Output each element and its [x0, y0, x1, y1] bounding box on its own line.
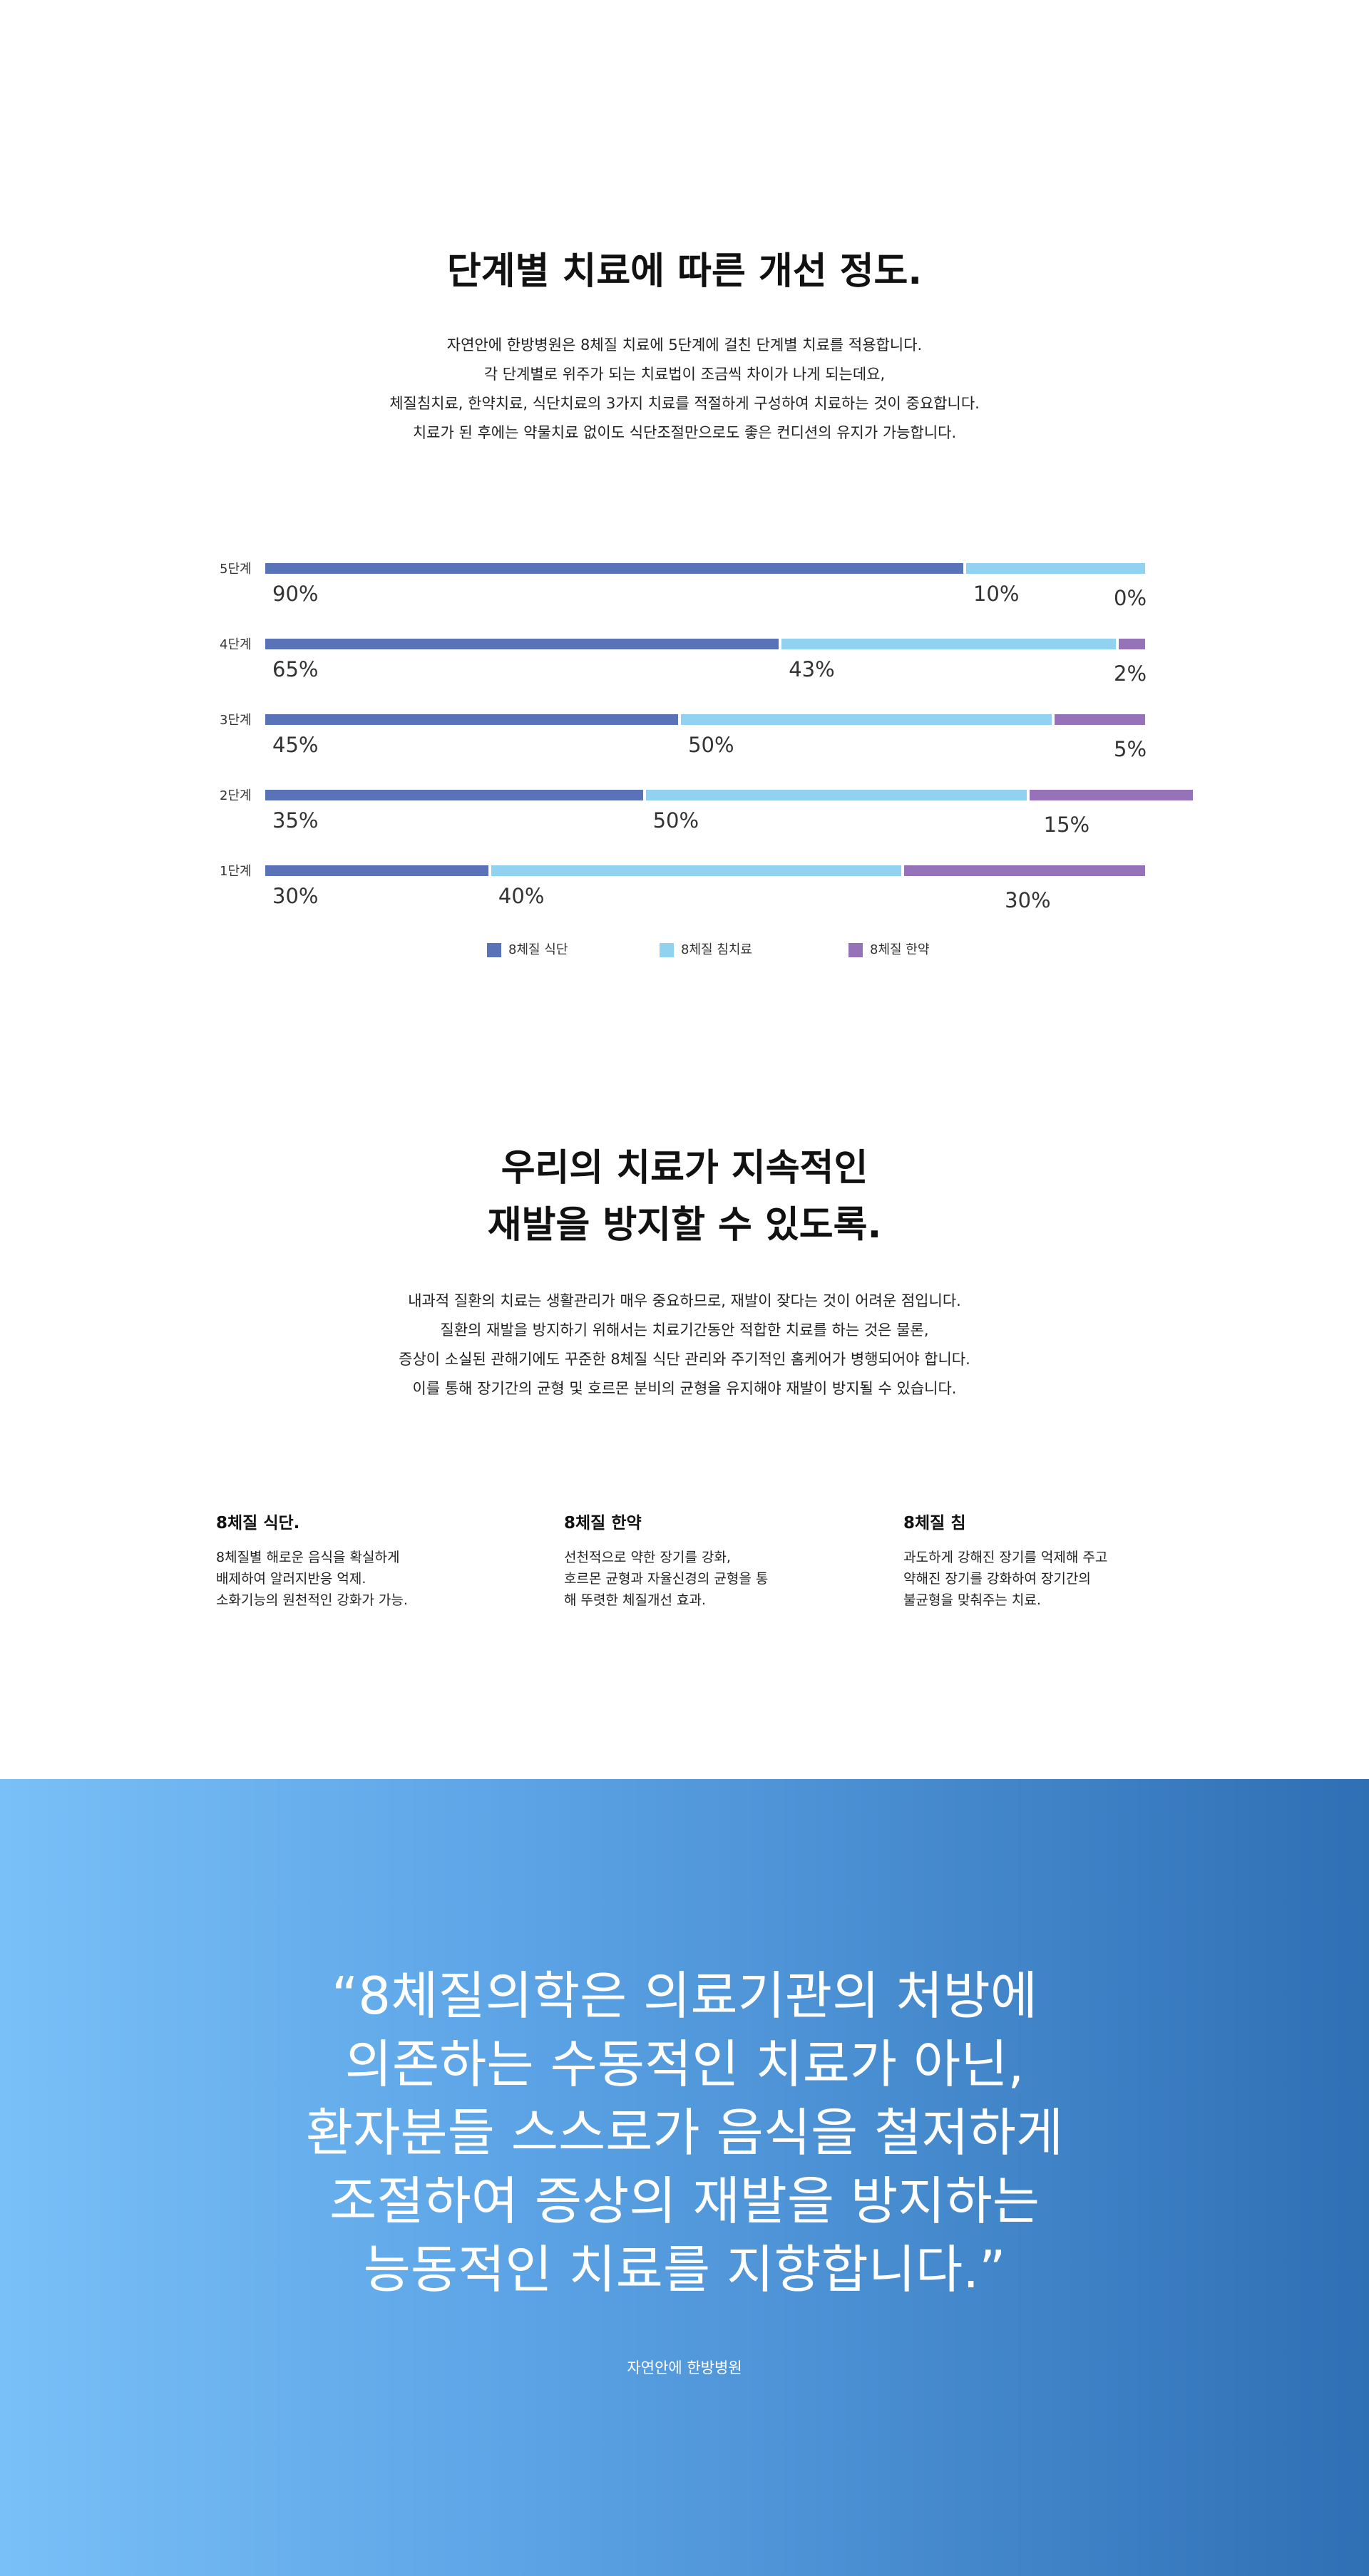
feature-diet: 8체질 식단. 8체질별 해로운 음식을 확실하게 배제하여 알러지반응 억제.… — [216, 1511, 487, 1611]
bar-segment — [1119, 639, 1145, 649]
quote-line: 조절하여 증상의 재발을 방지하는 — [329, 2171, 1040, 2231]
bar-segment — [265, 865, 488, 876]
feature-line: 8체질별 해로운 음식을 확실하게 — [216, 1550, 400, 1565]
bar-segment — [491, 865, 902, 876]
quote-line: 환자분들 스스로가 음식을 철저하게 — [305, 2103, 1064, 2163]
feature-line: 해 뚜렷한 체질개선 효과. — [564, 1592, 706, 1608]
feature-line: 배제하여 알러지반응 억제. — [216, 1571, 366, 1587]
legend-swatch-acupuncture — [660, 943, 674, 957]
feature-title: 8체질 식단. — [216, 1514, 300, 1532]
bar-segment — [965, 563, 1145, 574]
stacked-bar-chart: 5단계 90% 10% 0% 4단계 65% 43% 2% 3단계 45% 50% 5% 2단계 35% 5… — [214, 549, 1193, 977]
legend-label-acupuncture: 8체질 침치료 — [681, 942, 752, 957]
quote-line: “8체질의학은 의료기관의 처방에 — [331, 1966, 1037, 2026]
feature-line: 불균형을 맞춰주는 치료. — [903, 1592, 1041, 1608]
stage-label: 3단계 — [220, 713, 252, 728]
section-intro-paragraph: 자연안에 한방병원은 8체질 치료에 5단계에 걸친 단계별 치료를 적용합니다… — [0, 331, 1369, 448]
section-relapse-paragraph: 내과적 질환의 치료는 생활관리가 매우 중요하므로, 재발이 잦다는 것이 어… — [0, 1287, 1369, 1403]
feature-line: 선천적으로 약한 장기를 강화, — [564, 1550, 731, 1565]
value-label: 90% — [272, 582, 319, 606]
intro-line: 치료가 된 후에는 약물치료 없이도 식단조절만으로도 좋은 컨디션의 유지가 … — [412, 424, 957, 441]
bar-segment — [904, 865, 1145, 876]
feature-title: 8체질 한약 — [564, 1514, 642, 1532]
value-label: 50% — [688, 733, 734, 757]
bar-segment — [781, 639, 1117, 649]
bar-segment — [1030, 790, 1193, 800]
quote-line: 능동적인 치료를 지향합니다.” — [363, 2240, 1006, 2299]
legend-swatch-herbal — [848, 943, 863, 957]
intro-line: 각 단계별로 위주가 되는 치료법이 조금씩 차이가 나게 되는데요, — [483, 366, 886, 383]
intro-line: 체질침치료, 한약치료, 식단치료의 3가지 치료를 적절하게 구성하여 치료하… — [389, 395, 980, 412]
value-label: 15% — [1043, 813, 1090, 837]
feature-herbal: 8체질 한약 선천적으로 약한 장기를 강화, 호르몬 균형과 자율신경의 균형… — [564, 1511, 835, 1611]
stage-label: 2단계 — [220, 788, 252, 803]
quote-line: 의존하는 수동적인 치료가 아닌, — [344, 2034, 1025, 2094]
stage-label: 5단계 — [220, 562, 252, 577]
feature-acupuncture: 8체질 침 과도하게 강해진 장기를 억제해 주고 약해진 장기를 강화하여 장… — [903, 1511, 1174, 1611]
relapse-line: 증상이 소실된 관해기에도 꾸준한 8체질 식단 관리와 주기적인 홈케어가 병… — [399, 1351, 970, 1368]
relapse-line: 내과적 질환의 치료는 생활관리가 매우 중요하므로, 재발이 잦다는 것이 어… — [408, 1292, 961, 1309]
feature-line: 호르몬 균형과 자율신경의 균형을 통 — [564, 1571, 769, 1587]
bar-segment — [265, 790, 643, 800]
bar-segment — [265, 714, 679, 725]
relapse-line: 이를 통해 장기간의 균형 및 호르몬 분비의 균형을 유지해야 재발이 방지될… — [412, 1380, 957, 1397]
section-title-treatment-stages: 단계별 치료에 따른 개선 정도. — [446, 250, 923, 293]
feature-line: 과도하게 강해진 장기를 억제해 주고 — [903, 1550, 1108, 1565]
bar-segment — [1054, 714, 1145, 725]
bar-segment — [265, 639, 779, 649]
value-label: 30% — [272, 884, 319, 908]
legend-swatch-diet — [487, 943, 501, 957]
value-label: 45% — [272, 733, 319, 757]
legend-label-herbal: 8체질 한약 — [870, 942, 930, 957]
value-label: 35% — [272, 808, 319, 833]
value-label: 50% — [652, 808, 699, 833]
bar-segment — [645, 790, 1027, 800]
chart-legend: 8체질 식단 8체질 침치료 8체질 한약 — [0, 941, 1369, 962]
value-label: 30% — [1005, 888, 1051, 912]
intro-line: 자연안에 한방병원은 8체질 치료에 5단계에 걸친 단계별 치료를 적용합니다… — [446, 336, 923, 354]
section-title-line: 우리의 치료가 지속적인 — [501, 1147, 868, 1190]
value-label: 65% — [272, 657, 319, 681]
feature-line: 약해진 장기를 강화하여 장기간의 — [903, 1571, 1091, 1587]
value-label: 0% — [1114, 586, 1147, 610]
bar-segment — [681, 714, 1052, 725]
stage-label: 4단계 — [220, 637, 252, 652]
legend-label-diet: 8체질 식단 — [508, 942, 568, 957]
section-title-line: 재발을 방지할 수 있도록. — [487, 1204, 882, 1247]
stage-label: 1단계 — [220, 864, 252, 879]
quote-source: 자연안에 한방병원 — [627, 2359, 742, 2376]
quote-banner: “8체질의학은 의료기관의 처방에 의존하는 수동적인 치료가 아닌, 환자분들… — [0, 1779, 1369, 2576]
feature-line: 소화기능의 원천적인 강화가 가능. — [216, 1592, 408, 1608]
value-label: 2% — [1114, 661, 1147, 686]
feature-title: 8체질 침 — [903, 1514, 966, 1532]
bar-segment — [265, 563, 963, 574]
relapse-line: 질환의 재발을 방지하기 위해서는 치료기간동안 적합한 치료를 하는 것은 물… — [440, 1322, 929, 1339]
value-label: 40% — [498, 884, 545, 908]
value-label: 5% — [1114, 737, 1147, 761]
value-label: 10% — [973, 582, 1020, 606]
value-label: 43% — [789, 657, 835, 681]
